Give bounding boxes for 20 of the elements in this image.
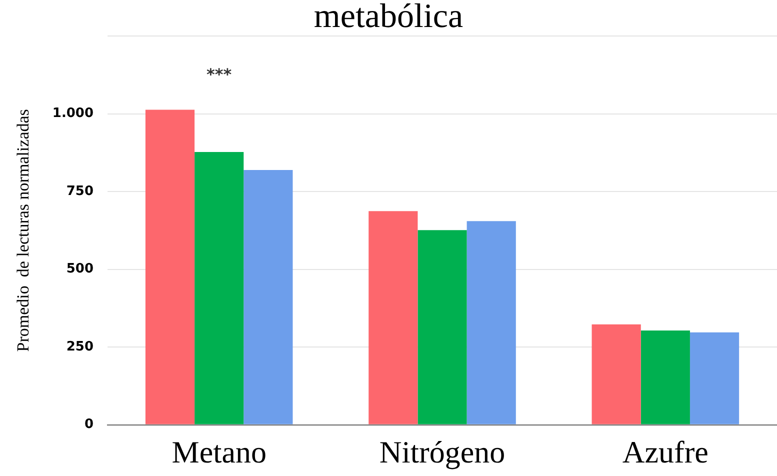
y-tick-label: 250 — [66, 339, 94, 354]
bar — [690, 332, 740, 424]
chart-title: metabólica — [312, 0, 464, 36]
bar — [592, 324, 641, 424]
y-tick-label: 500 — [66, 262, 94, 277]
annotation: *** — [206, 65, 232, 84]
y-tick-label: 0 — [84, 417, 94, 432]
bar — [145, 110, 195, 424]
x-tick-label: Nitrógeno — [379, 434, 506, 470]
y-tick-label: 750 — [66, 184, 94, 199]
x-tick-label: Metano — [172, 434, 266, 470]
bar — [244, 170, 293, 424]
bar — [466, 221, 516, 424]
x-tick-label: Azufre — [622, 434, 708, 470]
y-axis-title: Promedio de lecturas normalizadas — [14, 109, 33, 352]
bar — [368, 211, 418, 424]
bar — [418, 230, 467, 424]
bar — [640, 330, 690, 424]
y-tick-label: 1.000 — [52, 106, 94, 122]
bar — [194, 152, 244, 424]
